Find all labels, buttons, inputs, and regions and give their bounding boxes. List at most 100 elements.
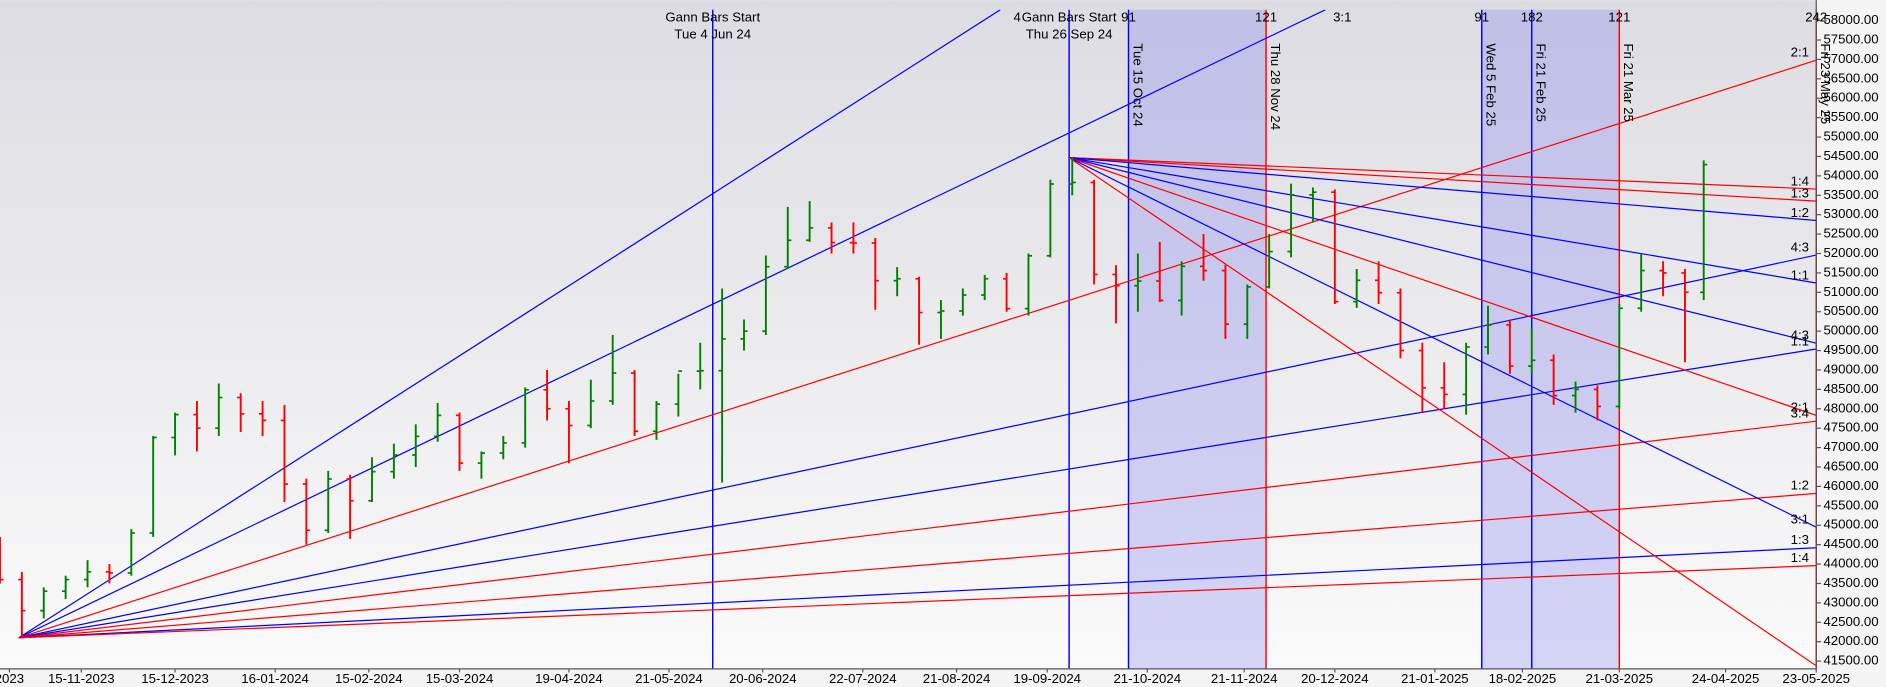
vline-label: Fri 21 Feb 25: [1534, 43, 1549, 122]
x-tick-label: 21-08-2024: [923, 671, 991, 686]
shaded-window: [1128, 9, 1267, 669]
fan-line: [18, 420, 1817, 639]
x-tick-label: 21-11-2024: [1211, 671, 1278, 686]
y-tick-label: 58000.00: [1823, 12, 1878, 27]
y-tick-label: 45000.00: [1823, 517, 1878, 532]
gann-start-title: Gann Bars Start: [1022, 10, 1117, 25]
y-tick-label: 49500.00: [1823, 342, 1878, 357]
y-tick-label: 51500.00: [1823, 264, 1878, 279]
y-tick-label: 57500.00: [1823, 31, 1878, 46]
y-tick-label: 46500.00: [1823, 459, 1878, 474]
fan-label: 2:1: [1791, 400, 1809, 415]
x-tick-label: 22-07-2024: [829, 671, 897, 686]
x-tick-label: 19-09-2024: [1013, 671, 1081, 686]
fan-line: [18, 9, 1001, 639]
x-tick-label: 23-05-2025: [1782, 671, 1850, 686]
x-tick-label: 20-12-2024: [1301, 671, 1369, 686]
fan-line: [1068, 157, 1817, 667]
fan-label: 1:4: [1791, 550, 1809, 565]
y-tick-label: 53000.00: [1823, 206, 1878, 221]
x-tick-label: 16-01-2024: [241, 671, 309, 686]
x-tick-label: 21-05-2024: [635, 671, 703, 686]
gann-start-title: Gann Bars Start: [665, 10, 760, 25]
y-tick-label: 48500.00: [1823, 381, 1878, 396]
y-tick-label: 57000.00: [1823, 51, 1878, 66]
bar-count: 91: [1121, 10, 1136, 25]
x-axis-panel: [0, 668, 1886, 687]
y-tick-label: 51000.00: [1823, 284, 1878, 299]
y-tick-label: 56500.00: [1823, 70, 1878, 85]
y-tick-label: 56000.00: [1823, 90, 1878, 105]
fan-label: 2:1: [1791, 44, 1809, 59]
vline-label: Fri 21 Mar 25: [1621, 43, 1636, 122]
y-tick-label: 43000.00: [1823, 594, 1878, 609]
gann-start-date: Thu 26 Sep 24: [1026, 26, 1113, 41]
x-tick-label: 21-10-2024: [1113, 671, 1181, 686]
vline-label: Tue 15 Oct 24: [1130, 43, 1145, 126]
fan-line: [18, 565, 1817, 639]
gann-start-date: Tue 4 Jun 24: [674, 26, 751, 41]
fan-line: [18, 254, 1817, 639]
fan-label: 4:3: [1791, 327, 1809, 342]
x-tick-label: 15-11-2023: [48, 671, 115, 686]
bar-count: 182: [1521, 10, 1543, 25]
vline-label: Fri 23 May 25: [1818, 43, 1833, 124]
y-tick-label: 41500.00: [1823, 653, 1878, 668]
y-tick-label: 53500.00: [1823, 187, 1878, 202]
fan-label: 3:1: [1791, 511, 1809, 526]
y-tick-label: 47500.00: [1823, 420, 1878, 435]
bar-count: 91: [1474, 10, 1489, 25]
fan-label: 1:1: [1791, 333, 1809, 348]
fan-line: [1069, 157, 1817, 284]
y-axis-panel: [1816, 0, 1886, 687]
fan-label: 1:2: [1791, 478, 1809, 493]
fan-label: 3:1: [1333, 10, 1351, 25]
fan-label: 1:1: [1791, 267, 1809, 282]
vline-label: Wed 5 Feb 25: [1484, 43, 1499, 126]
axis-layer: [0, 0, 1822, 673]
fan-label: 1:3: [1791, 532, 1809, 547]
y-tick-label: 50000.00: [1823, 323, 1878, 338]
y-tick-label: 55500.00: [1823, 109, 1878, 124]
x-tick-label: 15-02-2024: [335, 671, 403, 686]
x-tick-label: 19-04-2024: [535, 671, 603, 686]
x-tick-label: 15-12-2023: [141, 671, 209, 686]
fan-label: 3:4: [1791, 405, 1809, 420]
y-tick-label: 43500.00: [1823, 575, 1878, 590]
fan-line: [18, 59, 1817, 639]
y-tick-label: 49000.00: [1823, 361, 1878, 376]
x-tick-label: 2023: [0, 671, 24, 686]
fan-label: 1:4: [1791, 173, 1809, 188]
bar-count: 121: [1608, 10, 1630, 25]
bar-layer: [0, 157, 1708, 638]
x-tick-label: 21-03-2025: [1585, 671, 1653, 686]
bar-count: 121: [1255, 10, 1277, 25]
x-tick-label: 18-02-2025: [1489, 671, 1557, 686]
y-tick-label: 46000.00: [1823, 478, 1878, 493]
fan-label: 1:2: [1791, 205, 1809, 220]
y-tick-label: 54500.00: [1823, 148, 1878, 163]
fan-layer: [18, 9, 1817, 667]
fan-line: [1069, 157, 1817, 202]
x-tick-label: 24-04-2025: [1692, 671, 1760, 686]
fan-line: [1069, 157, 1817, 190]
fan-line: [1069, 157, 1817, 222]
y-tick-label: 42000.00: [1823, 633, 1878, 648]
x-tick-label: 21-01-2025: [1401, 671, 1469, 686]
y-tick-label: 48000.00: [1823, 400, 1878, 415]
x-tick-label: 20-06-2024: [729, 671, 797, 686]
y-tick-label: 44000.00: [1823, 556, 1878, 571]
y-tick-label: 54000.00: [1823, 167, 1878, 182]
vline-label: Thu 28 Nov 24: [1268, 43, 1283, 130]
fan-line: [18, 9, 1326, 639]
y-tick-label: 47000.00: [1823, 439, 1878, 454]
y-tick-label: 52000.00: [1823, 245, 1878, 260]
bar-count: 242: [1805, 10, 1827, 25]
fan-line: [1068, 157, 1817, 344]
fan-line: [18, 348, 1817, 639]
y-tick-label: 44500.00: [1823, 536, 1878, 551]
y-tick-label: 45500.00: [1823, 497, 1878, 512]
